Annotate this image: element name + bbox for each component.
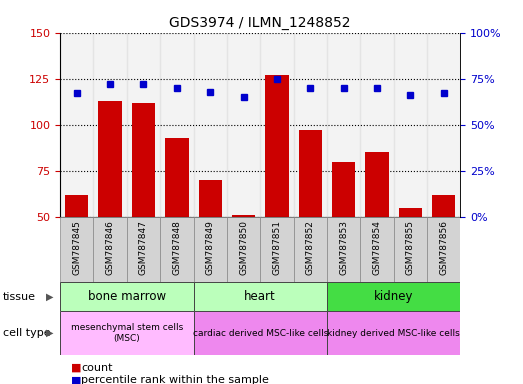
Text: GSM787849: GSM787849 <box>206 220 214 275</box>
Bar <box>127 217 160 282</box>
Bar <box>194 282 327 311</box>
Bar <box>332 162 355 309</box>
Text: tissue: tissue <box>3 291 36 302</box>
Text: GSM787851: GSM787851 <box>272 220 281 275</box>
Bar <box>265 75 289 309</box>
Bar <box>160 33 194 217</box>
Bar <box>293 217 327 282</box>
Bar <box>394 217 427 282</box>
Text: kidney: kidney <box>374 290 413 303</box>
Bar <box>360 33 393 217</box>
Bar <box>165 138 188 309</box>
Bar <box>432 195 455 309</box>
Text: GSM787845: GSM787845 <box>72 220 81 275</box>
Bar <box>94 33 127 217</box>
Text: GSM787856: GSM787856 <box>439 220 448 275</box>
Bar <box>232 215 255 309</box>
Bar <box>132 103 155 309</box>
Text: GSM787848: GSM787848 <box>173 220 181 275</box>
Text: GSM787852: GSM787852 <box>306 220 315 275</box>
Bar <box>399 208 422 309</box>
Text: ▶: ▶ <box>46 328 53 338</box>
Bar <box>60 282 194 311</box>
Text: GSM787847: GSM787847 <box>139 220 148 275</box>
Text: heart: heart <box>244 290 276 303</box>
Bar <box>293 33 327 217</box>
Bar <box>199 180 222 309</box>
Bar <box>394 33 427 217</box>
Bar <box>260 33 293 217</box>
Text: GSM787853: GSM787853 <box>339 220 348 275</box>
Text: cardiac derived MSC-like cells: cardiac derived MSC-like cells <box>192 329 328 338</box>
Bar <box>227 33 260 217</box>
Bar <box>60 311 194 355</box>
Bar <box>194 217 227 282</box>
Bar <box>327 217 360 282</box>
Text: mesenchymal stem cells
(MSC): mesenchymal stem cells (MSC) <box>71 323 183 343</box>
Bar <box>98 101 122 309</box>
Text: GSM787854: GSM787854 <box>372 220 381 275</box>
Bar <box>60 217 94 282</box>
Title: GDS3974 / ILMN_1248852: GDS3974 / ILMN_1248852 <box>169 16 351 30</box>
Text: ■: ■ <box>71 375 81 384</box>
Bar <box>360 217 393 282</box>
Bar <box>65 195 88 309</box>
Text: percentile rank within the sample: percentile rank within the sample <box>81 375 269 384</box>
Text: GSM787855: GSM787855 <box>406 220 415 275</box>
Bar <box>299 130 322 309</box>
Bar <box>60 33 94 217</box>
Bar <box>194 33 227 217</box>
Bar <box>127 33 160 217</box>
Bar <box>427 217 460 282</box>
Bar <box>260 217 293 282</box>
Bar <box>160 217 194 282</box>
Bar <box>94 217 127 282</box>
Bar <box>427 33 460 217</box>
Bar <box>327 33 360 217</box>
Text: GSM787846: GSM787846 <box>106 220 115 275</box>
Bar <box>365 152 389 309</box>
Text: ▶: ▶ <box>46 291 53 302</box>
Text: kidney derived MSC-like cells: kidney derived MSC-like cells <box>327 329 460 338</box>
Text: bone marrow: bone marrow <box>88 290 166 303</box>
Bar <box>194 311 327 355</box>
Bar <box>227 217 260 282</box>
Text: cell type: cell type <box>3 328 50 338</box>
Bar <box>327 282 460 311</box>
Bar <box>327 311 460 355</box>
Text: GSM787850: GSM787850 <box>239 220 248 275</box>
Text: count: count <box>81 363 112 373</box>
Text: ■: ■ <box>71 363 81 373</box>
